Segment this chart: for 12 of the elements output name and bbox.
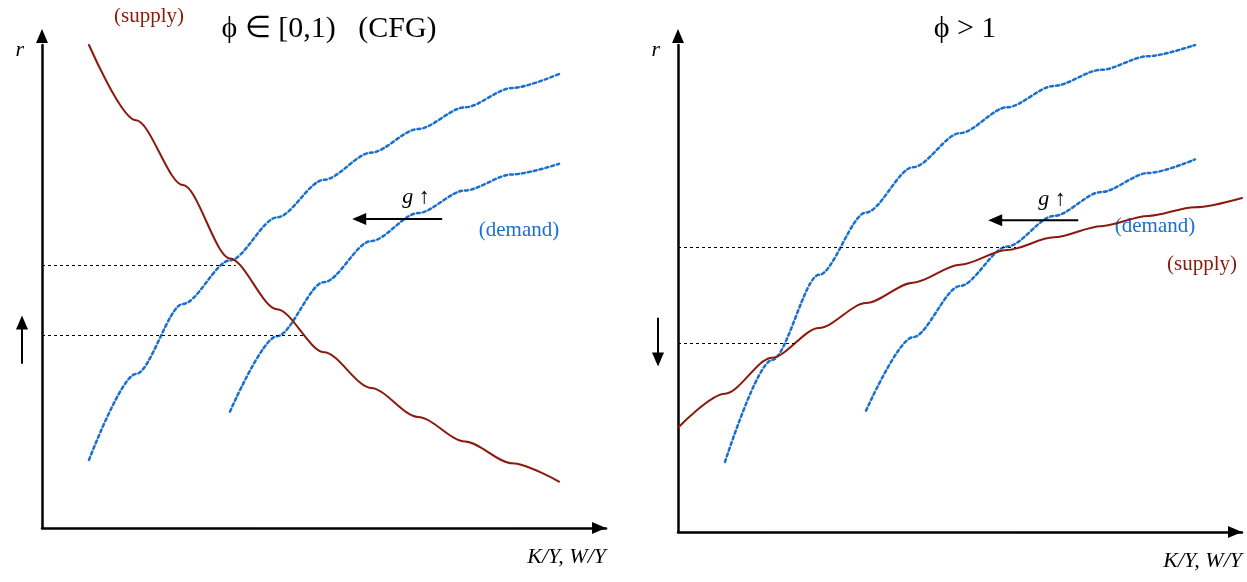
y-axis-title: r	[15, 35, 25, 61]
series-label: (demand)	[1114, 212, 1196, 237]
annotation: g ↑	[402, 183, 430, 209]
series-label: (demand)	[478, 217, 560, 242]
series-label: (supply)	[1167, 251, 1237, 276]
series-label: (supply)	[114, 3, 184, 27]
x-axis-title: K/Y, W/Y	[526, 542, 609, 568]
chart-title: ϕ ∈ [0,1) (CFG)	[221, 9, 437, 44]
x-axis-title: K/Y, W/Y	[1162, 546, 1245, 572]
annotation: g ↑	[1038, 184, 1066, 210]
chart-title: ϕ > 1	[933, 9, 997, 43]
y-axis-title: r	[651, 35, 661, 61]
